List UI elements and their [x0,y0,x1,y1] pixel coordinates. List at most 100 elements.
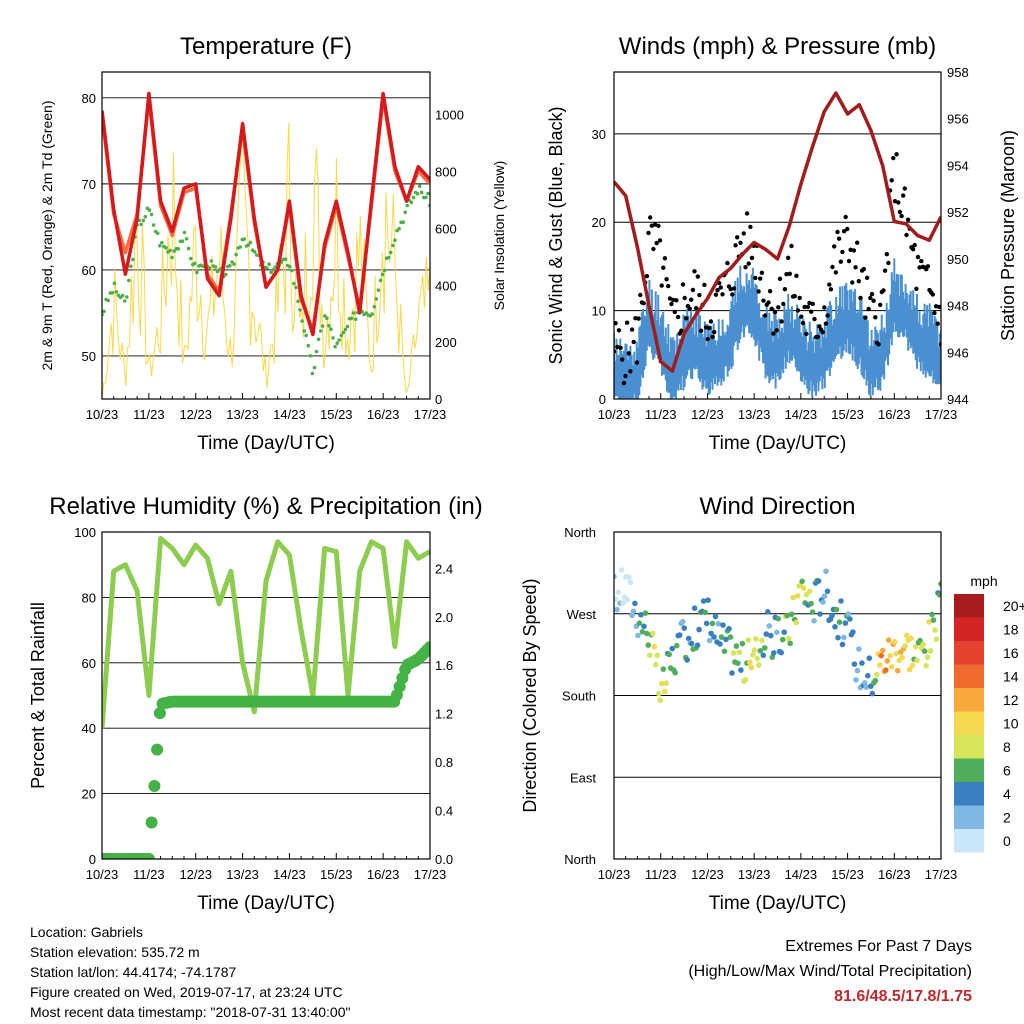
gust-point [776,305,781,310]
dewpoint-point [147,208,152,212]
temp-xtick-label: 17/23 [414,407,447,422]
dewpoint-point [158,244,162,248]
direction-point [765,609,771,615]
direction-point [763,631,770,637]
direction-point [659,680,665,687]
direction-point [712,613,719,620]
temp-2m-line [102,91,430,337]
dewpoint-point [391,243,395,248]
gust-point [891,155,896,161]
gust-point [876,342,881,347]
direction-point [748,664,755,671]
winds-y2tick-label: 950 [947,252,969,267]
humidity-y2tick-label: 1.2 [435,707,453,722]
gust-point [784,272,789,277]
direction-point [877,662,883,668]
direction-point [872,677,879,684]
speed-legend-label: 10 [1003,716,1019,732]
latlon-text: Station lat/lon: 44.4174; -74.1787 [30,964,237,980]
direction-point [645,642,652,648]
dewpoint-point [122,299,127,303]
gust-point [695,274,700,279]
dewpoint-point [176,247,181,251]
humidity-y2tick-label: 1.6 [435,658,453,673]
precip-point [153,707,166,720]
direction-point [811,618,817,624]
precip-point [151,743,164,756]
gust-point [825,313,830,318]
dewpoint-point [376,288,381,293]
direction-point [842,620,849,626]
humidity-y2tick-label: 2.4 [435,561,453,576]
dewpoint-point [341,330,346,335]
direction-point [751,647,758,653]
dewpoint-point [125,295,129,299]
dewpoint-point [415,191,420,196]
gust-point [787,271,792,276]
gust-point [689,297,694,302]
direction-point [694,642,701,648]
solar-insolation-line [102,122,430,399]
gust-point [703,325,709,330]
winds-y2tick-label: 958 [947,65,969,80]
gust-point [657,238,663,243]
temp-y2tick-label: 800 [435,165,457,180]
dewpoint-point [374,297,379,301]
gust-point [901,193,906,198]
gust-point [937,304,941,310]
gust-point [836,236,842,241]
winds-xtick-label: 13/23 [738,407,771,422]
gust-point [797,295,802,301]
direction-point [781,629,787,635]
gust-point [905,217,911,222]
direction-point [747,659,753,666]
speed-legend-label: 14 [1003,669,1019,685]
dewpoint-point [320,324,325,328]
direction-point [726,625,732,632]
winds-y2tick-label: 956 [947,112,969,127]
speed-legend-label: 4 [1003,786,1011,802]
direction-point [880,647,886,654]
direction-point [793,619,799,626]
dewpoint-point [127,278,131,283]
humidity-ytick-label: 40 [82,721,96,736]
gust-point [779,319,784,324]
direction-point [787,640,793,647]
direction-xtick-label: 11/23 [645,867,677,882]
direction-point [865,672,871,679]
humidity-title: Relative Humidity (%) & Precipitation (i… [49,493,482,520]
dewpoint-point [273,265,278,269]
humidity-xlabel: Time (Day/UTC) [197,893,335,914]
gust-point [621,380,627,386]
direction-point [745,637,752,643]
direction-point [626,574,632,580]
pressure-line [614,91,941,373]
direction-point [742,677,749,683]
direction-point [696,626,702,633]
gust-point [679,328,684,333]
dewpoint-point [389,250,393,255]
direction-point [736,649,743,656]
direction-xtick-label: 16/23 [878,867,911,882]
winds-xtick-label: 15/23 [831,407,864,422]
dewpoint-point [312,365,317,370]
gust-point [710,334,715,340]
gust-point [802,304,807,310]
gust-point [744,211,750,216]
gust-point [853,265,858,270]
gust-point [694,306,699,311]
gust-point [781,301,786,307]
direction-point [784,612,790,619]
gust-point [864,275,870,280]
direction-point [788,611,795,618]
speed-legend-swatch [954,711,984,735]
direction-plot-area [614,567,941,704]
dewpoint-point [106,298,110,303]
direction-point [673,642,680,649]
direction-point [666,651,672,658]
gust-point [666,283,671,289]
direction-point [669,645,675,652]
gust-point [731,286,737,291]
created-text: Figure created on Wed, 2019-07-17, at 23… [30,984,343,1000]
